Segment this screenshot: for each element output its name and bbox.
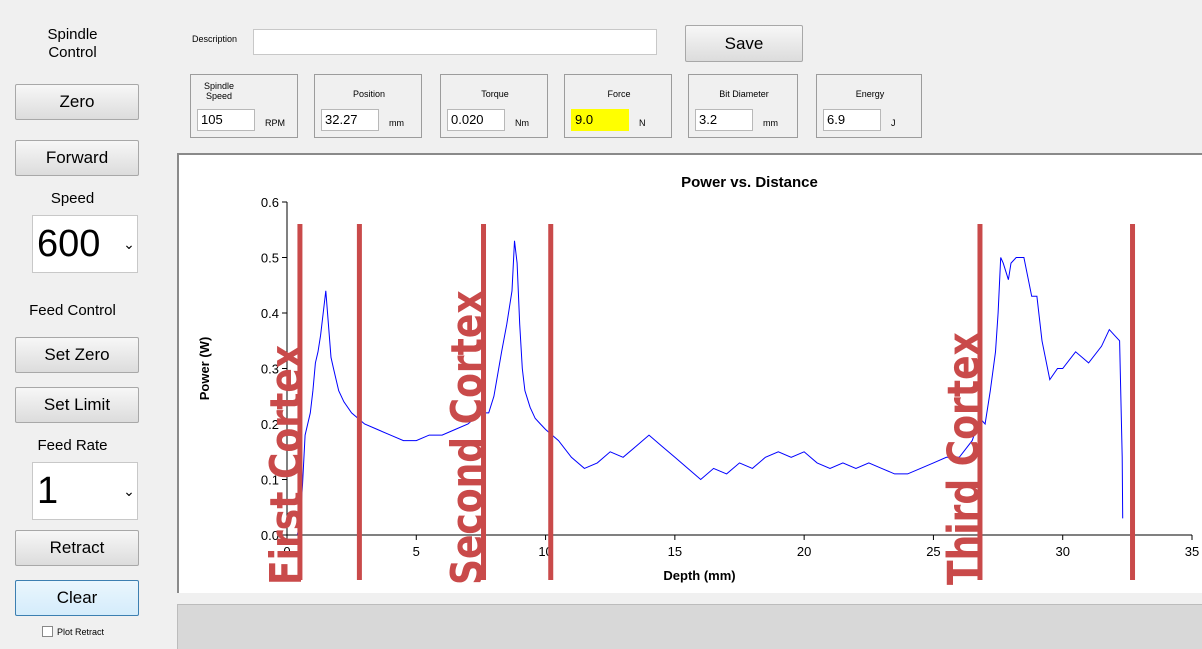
data-line [296, 240, 1124, 536]
x-axis-label: Depth (mm) [663, 568, 735, 583]
description-input[interactable] [253, 29, 657, 55]
readout-title: Bit Diameter [719, 89, 769, 99]
y-tick-label: 0.0 [261, 528, 279, 543]
feed-rate-select[interactable]: 1 ⌄ [32, 462, 138, 520]
x-tick-label: 0 [283, 544, 290, 559]
feed-control-label: Feed Control [29, 302, 116, 319]
x-tick-label: 35 [1185, 544, 1199, 559]
readout-value[interactable]: 32.27 [321, 109, 379, 131]
readout-unit: mm [763, 118, 778, 128]
cortex-label: First Cortex [262, 345, 312, 585]
plot-retract-checkbox[interactable] [42, 626, 53, 637]
forward-button[interactable]: Forward [15, 140, 139, 176]
readout-unit: J [891, 118, 896, 128]
cortex-label: Third Cortex [939, 332, 989, 585]
readout-unit: Nm [515, 118, 529, 128]
chart-title: Power vs. Distance [681, 174, 818, 191]
readout-value[interactable]: 105 [197, 109, 255, 131]
plot-retract-row[interactable]: Plot Retract [42, 626, 104, 637]
y-tick-label: 0.2 [261, 417, 279, 432]
readout-energy: Energy 6.9 J [816, 74, 922, 138]
readout-title: Position [352, 89, 386, 99]
save-button[interactable]: Save [685, 25, 803, 62]
set-limit-button[interactable]: Set Limit [15, 387, 139, 423]
y-tick-label: 0.4 [261, 306, 279, 321]
description-label: Description [192, 34, 238, 44]
retract-button[interactable]: Retract [15, 530, 139, 566]
readout-position: Position 32.27 mm [314, 74, 422, 138]
y-tick-label: 0.3 [261, 362, 279, 377]
speed-select[interactable]: 600 ⌄ [32, 215, 138, 273]
chevron-down-icon[interactable]: ⌄ [123, 482, 135, 499]
x-tick-label: 20 [797, 544, 811, 559]
readout-title: Force [607, 89, 631, 99]
readout-torque: Torque 0.020 Nm [440, 74, 548, 138]
readout-value[interactable]: 9.0 [571, 109, 629, 131]
readout-value[interactable]: 6.9 [823, 109, 881, 131]
y-axis-label: Power (W) [197, 337, 212, 401]
zero-button[interactable]: Zero [15, 84, 139, 120]
feed-rate-value: 1 [37, 469, 59, 512]
y-tick-label: 0.1 [261, 473, 279, 488]
readout-title: Spindle Speed [203, 81, 235, 101]
readout-value[interactable]: 3.2 [695, 109, 753, 131]
readout-bit-diameter: Bit Diameter 3.2 mm [688, 74, 798, 138]
y-tick-label: 0.6 [261, 195, 279, 210]
plot-retract-label: Plot Retract [57, 626, 105, 637]
x-tick-label: 5 [413, 544, 420, 559]
readout-value[interactable]: 0.020 [447, 109, 505, 131]
chevron-down-icon[interactable]: ⌄ [123, 235, 135, 252]
clear-button[interactable]: Clear [15, 580, 139, 616]
bottom-panel [177, 604, 1202, 649]
readout-title: Torque [481, 89, 509, 99]
readout-spindle-speed: Spindle Speed 105 RPM [190, 74, 298, 138]
spindle-control-label: Spindle Control [47, 26, 98, 61]
speed-value: 600 [37, 222, 101, 265]
set-zero-button[interactable]: Set Zero [15, 337, 139, 373]
cortex-label: Second Cortex [443, 290, 493, 585]
speed-label: Speed [50, 190, 95, 207]
chart-panel: Power vs. Distance 0.0 0.1 0.2 0.3 0.4 0.5 0.6 0… [177, 153, 1202, 593]
x-tick-label: 25 [926, 544, 940, 559]
readout-unit: RPM [265, 118, 285, 128]
power-distance-chart: Power vs. Distance 0.0 0.1 0.2 0.3 0.4 0.5 0.6 0… [197, 174, 1199, 585]
readout-title: Energy [855, 89, 885, 99]
readout-force: Force 9.0 N [564, 74, 672, 138]
x-tick-label: 30 [1055, 544, 1069, 559]
readout-unit: N [639, 118, 646, 128]
readout-unit: mm [389, 118, 404, 128]
y-tick-label: 0.5 [261, 251, 279, 266]
feed-rate-label: Feed Rate [37, 437, 108, 454]
x-tick-label: 15 [668, 544, 682, 559]
